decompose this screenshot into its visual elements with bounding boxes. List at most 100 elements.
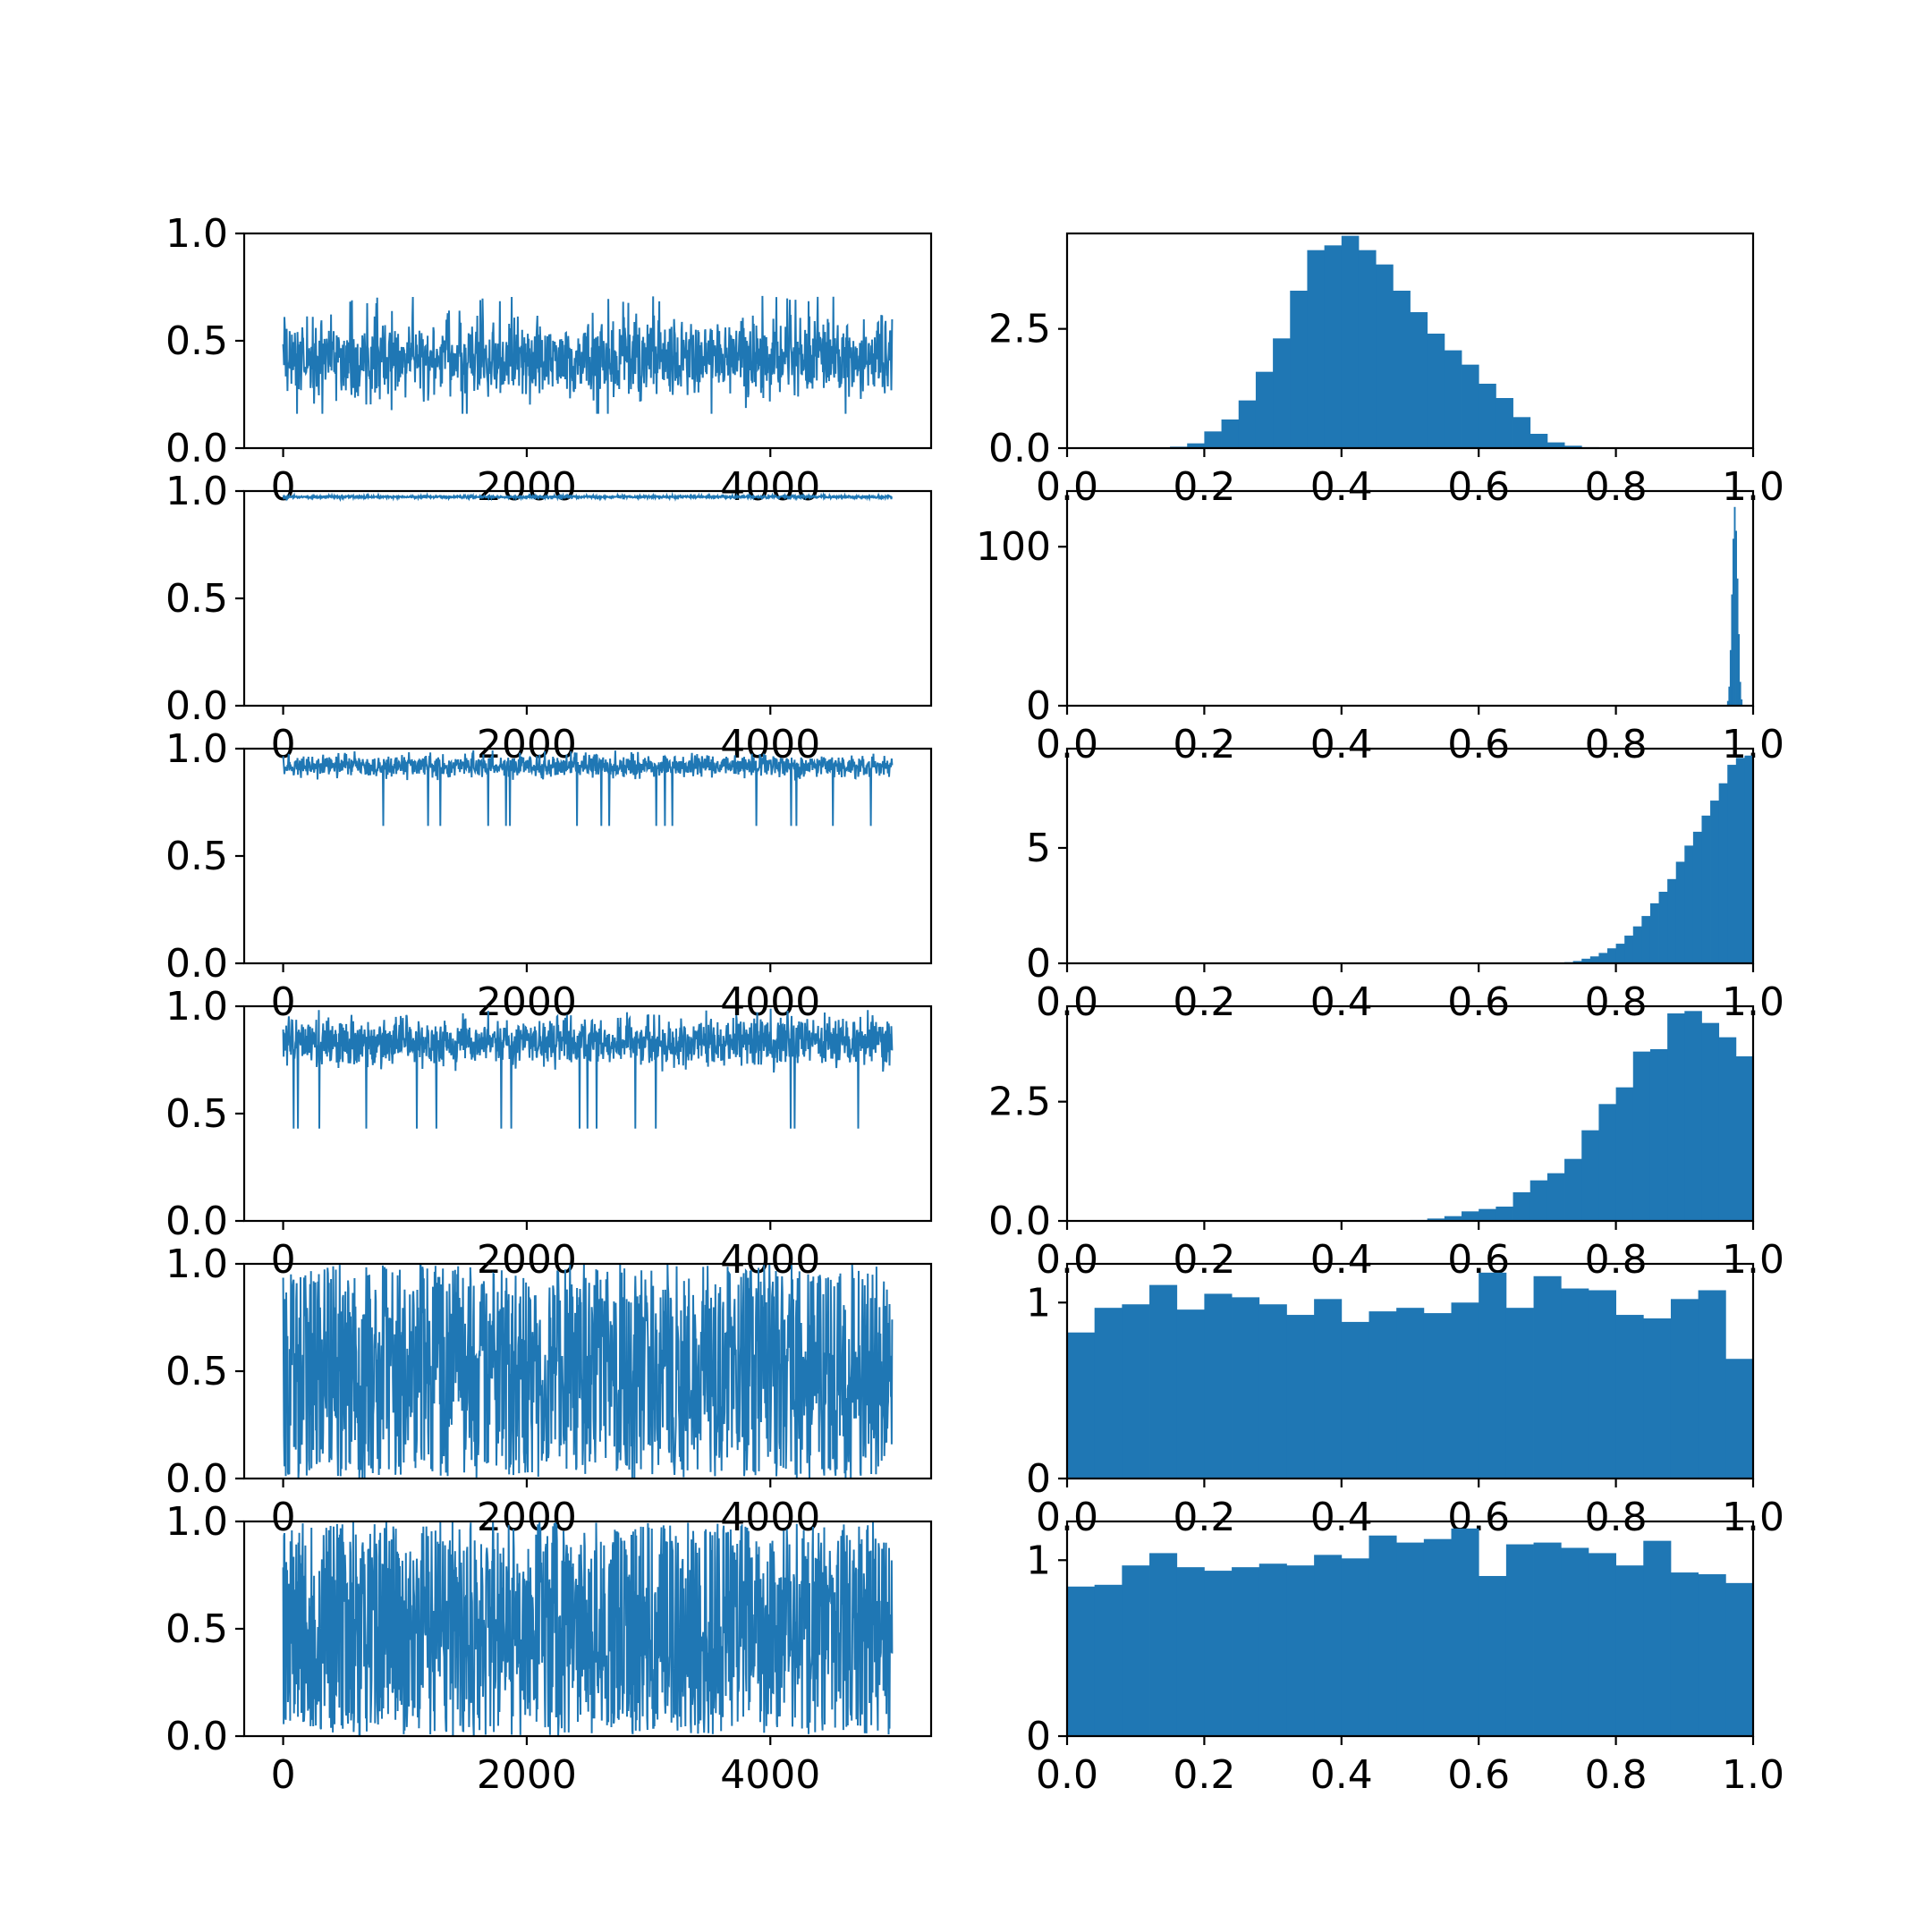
- hist-r5-bar: [1122, 1304, 1150, 1479]
- hist-r6-xtick-label: 0.2: [1173, 1752, 1235, 1798]
- trace-r6-ytick-label: 0.0: [165, 1714, 228, 1759]
- hist-r5-bar: [1588, 1290, 1616, 1479]
- hist-r3-bar: [1615, 944, 1625, 963]
- hist-r5-bar: [1725, 1359, 1753, 1479]
- trace-r5-ytick-label: 0.0: [165, 1456, 228, 1502]
- trace-r4-ytick-label: 0.5: [165, 1091, 228, 1137]
- hist-r5-bar: [1314, 1299, 1343, 1479]
- hist-r6-bar: [1149, 1553, 1178, 1736]
- trace-r3-panel: 0.00.51.00 2000 4000: [165, 726, 933, 1025]
- hist-r2-bar: [1729, 649, 1732, 706]
- hist-r3-marks: [1564, 755, 1753, 963]
- hist-r1-bar: [1358, 250, 1377, 448]
- hist-r1-bar: [1376, 264, 1394, 448]
- hist-r2-bar: [1728, 686, 1731, 706]
- hist-r1-xtick-label: 0.6: [1447, 464, 1510, 510]
- hist-r4-bar: [1546, 1173, 1565, 1221]
- trace-r4-ytick-label: 0.0: [165, 1199, 228, 1244]
- hist-r5-ytick-label: 1: [1026, 1280, 1051, 1326]
- hist-r5-bar: [1643, 1318, 1672, 1479]
- hist-r6-bar: [1094, 1584, 1123, 1736]
- trace-r1-marks: [282, 295, 894, 414]
- hist-r5-bar: [1149, 1284, 1178, 1479]
- hist-r3-bar: [1667, 878, 1677, 963]
- hist-r4-bar: [1615, 1087, 1634, 1221]
- hist-r5-bar: [1396, 1308, 1425, 1479]
- hist-r6-bar: [1615, 1565, 1644, 1736]
- hist-r1-xtick-label: 0.8: [1585, 464, 1648, 510]
- trace-r5-panel: 0.00.51.00 2000 4000: [165, 1241, 933, 1540]
- hist-r3-bar: [1607, 948, 1616, 963]
- hist-r5-ytick-label: 0: [1026, 1456, 1051, 1502]
- hist-r3-ytick-label: 0: [1026, 941, 1051, 987]
- hist-r6-panel: 0 1 0.0 0.2 0.4 0.6 0.8 1.0: [1026, 1520, 1784, 1798]
- hist-r3-xtick-label: 0.8: [1585, 979, 1648, 1025]
- hist-r4-bar: [1513, 1192, 1531, 1221]
- hist-r5-bar: [1533, 1275, 1562, 1479]
- hist-r3-bar: [1589, 956, 1599, 963]
- hist-r5-bar: [1232, 1297, 1260, 1479]
- hist-r6-bar: [1286, 1565, 1315, 1736]
- hist-r4-bar: [1479, 1208, 1496, 1221]
- hist-r2-frame: [1065, 489, 1755, 708]
- trace-r1-xtick-label: 0: [271, 464, 296, 510]
- trace-r5-series-line: [282, 1264, 894, 1479]
- hist-r1-frame: [1065, 232, 1755, 450]
- hist-r1-bar: [1324, 245, 1343, 448]
- hist-r1-ytick-label: 2.5: [988, 307, 1051, 352]
- hist-r6-xtick-label: 0.4: [1310, 1752, 1373, 1798]
- hist-r5-bar: [1561, 1288, 1589, 1479]
- hist-r1-bar: [1290, 291, 1308, 448]
- hist-r4-bar: [1632, 1051, 1651, 1221]
- hist-r5-bar: [1479, 1272, 1507, 1479]
- hist-r1-bar: [1530, 434, 1548, 448]
- trace-r4-frame: [242, 1004, 933, 1223]
- hist-r5-xtick-label: 0.2: [1173, 1495, 1235, 1540]
- hist-r6-bar: [1314, 1555, 1343, 1736]
- hist-r1-bar: [1255, 371, 1274, 448]
- hist-r2-bar: [1726, 700, 1729, 706]
- hist-r1-xtick-label: 0.4: [1310, 464, 1373, 510]
- hist-r3-xtick-label: 0.6: [1447, 979, 1510, 1025]
- trace-r5-xtick-label: 4000: [720, 1495, 820, 1540]
- hist-r4-frame: [1065, 1004, 1755, 1223]
- hist-r4-bar: [1718, 1037, 1737, 1221]
- trace-r1-ytick-label: 1.0: [165, 211, 228, 257]
- trace-r3-marks: [282, 750, 894, 826]
- hist-r3-ytick-label: 5: [1026, 826, 1051, 871]
- trace-r3-xtick-label: 0: [271, 979, 296, 1025]
- hist-r3-bar: [1718, 783, 1728, 963]
- hist-r4-bar: [1649, 1049, 1668, 1221]
- hist-r2-xtick-label: 0.4: [1310, 722, 1373, 767]
- trace-r6-xtick-label: 2000: [477, 1752, 577, 1798]
- hist-r6-xtick-label: 1.0: [1722, 1752, 1784, 1798]
- hist-r2-xtick-label: 0.8: [1585, 722, 1648, 767]
- hist-r2-ytick-label: 100: [976, 524, 1051, 570]
- hist-r1-panel: 0.02.50.0 0.2 0.4 0.6 0.8 1.0: [988, 232, 1784, 510]
- hist-r5-panel: 010.0 0.2 0.4 0.6 0.8 1.0: [1026, 1262, 1784, 1540]
- trace-r2-series-line: [282, 491, 893, 503]
- hist-r5-bar: [1341, 1321, 1369, 1479]
- hist-r6-bar: [1479, 1575, 1507, 1736]
- hist-r4-bar: [1701, 1022, 1720, 1221]
- trace-r4-xtick-label: 0: [271, 1237, 296, 1283]
- hist-r1-bar: [1496, 398, 1513, 448]
- hist-r1-bar: [1427, 334, 1445, 448]
- hist-r6-bar: [1670, 1572, 1699, 1736]
- hist-r4-marks: [1410, 1011, 1753, 1221]
- hist-r1-bar: [1273, 338, 1291, 448]
- hist-r2-bar: [1733, 506, 1736, 706]
- hist-r5-bar: [1176, 1309, 1205, 1479]
- hist-r2-bar: [1732, 538, 1734, 706]
- trace-r1-panel: 0.0 0.5 1.0 0 2000 4000: [165, 211, 933, 510]
- hist-r1-bar: [1307, 250, 1326, 448]
- trace-r1-frame: [242, 232, 933, 450]
- trace-r2-frame: [242, 489, 933, 708]
- trace-r3-ytick-label: 0.5: [165, 834, 228, 879]
- trace-r2-ytick-label: 1.0: [165, 469, 228, 514]
- hist-r3-bar: [1572, 961, 1582, 963]
- hist-r6-bar: [1423, 1538, 1452, 1736]
- subplot-grid: 0.0 0.5 1.0 0 2000 4000 0.0 2.5 0.0 0.2 0.4 0.6 0.8 1…: [165, 211, 1784, 1798]
- hist-r2-bar: [1741, 699, 1743, 706]
